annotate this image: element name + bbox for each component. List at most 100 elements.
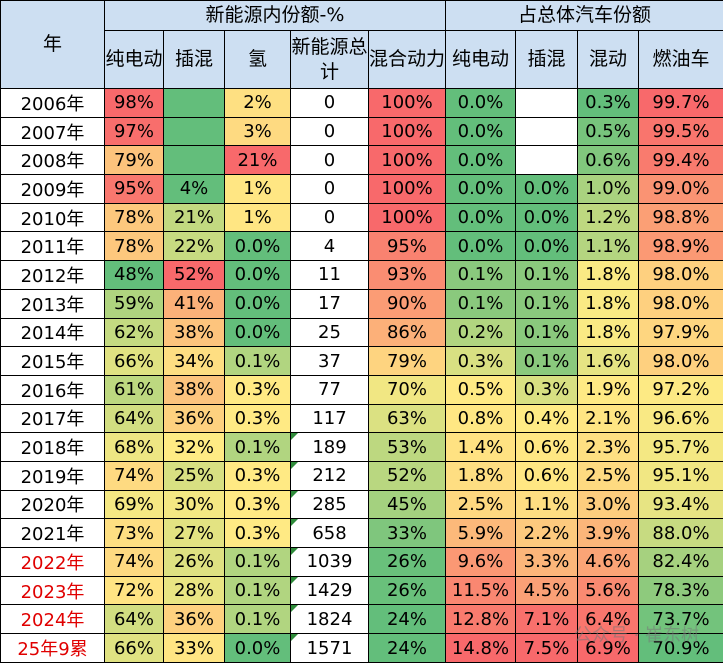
value-cell: 11.5% xyxy=(445,575,516,606)
value-cell: 34% xyxy=(163,346,225,376)
watermark: 公众号 · 崔东树 xyxy=(573,625,699,646)
value-cell: 32% xyxy=(163,432,225,462)
value-cell: 0.3% xyxy=(577,88,639,118)
column-header: 氢 xyxy=(224,30,291,89)
year-cell: 2009年 xyxy=(0,174,105,204)
value-cell: 69% xyxy=(104,489,164,520)
value-cell: 98% xyxy=(104,88,164,118)
table-row: 2013年 59% 41% 0.0% 17 90% 0.1% 0.1% 1.8% 98.0% xyxy=(0,288,723,319)
table-row: 2015年 66% 34% 0.1% 37 79% 0.3% 0.1% 1.6% 98.0% xyxy=(0,346,723,376)
value-cell: 74% xyxy=(104,547,164,577)
value-cell: 93% xyxy=(368,260,446,290)
value-cell: 1571 xyxy=(290,633,369,663)
value-cell: 100% xyxy=(368,174,446,204)
value-cell: 100% xyxy=(368,202,446,233)
value-cell: 33% xyxy=(163,633,225,663)
value-cell: 0.0% xyxy=(515,231,578,262)
table-row: 2012年 48% 52% 0.0% 11 93% 0.1% 0.1% 1.8% 98.0% xyxy=(0,260,723,290)
value-cell: 189 xyxy=(290,432,369,462)
value-cell: 78% xyxy=(104,202,164,233)
year-cell: 2020年 xyxy=(0,489,105,520)
table-row: 2008年 79% 21% 0 100% 0.0% 0.6% 99.4% xyxy=(0,145,723,176)
value-cell: 30% xyxy=(163,489,225,520)
value-cell: 98.9% xyxy=(637,231,723,262)
value-cell: 66% xyxy=(104,633,164,663)
value-cell: 0.6% xyxy=(515,460,578,491)
value-cell: 1.6% xyxy=(577,346,639,376)
value-cell: 1.1% xyxy=(515,489,578,520)
value-cell: 73.7% xyxy=(637,604,723,635)
value-cell: 1.9% xyxy=(577,374,639,405)
value-cell: 27% xyxy=(163,518,225,548)
year-cell: 2013年 xyxy=(0,288,105,319)
value-cell: 0 xyxy=(290,174,369,204)
value-cell: 22% xyxy=(163,231,225,262)
value-cell: 0.6% xyxy=(577,145,639,176)
value-cell: 1.8% xyxy=(577,260,639,290)
value-cell: 21% xyxy=(224,145,291,176)
column-header: 纯电动 xyxy=(445,30,516,89)
value-cell: 0.3% xyxy=(445,346,516,376)
value-cell: 26% xyxy=(368,547,446,577)
value-cell: 0.1% xyxy=(515,346,578,376)
value-cell: 61% xyxy=(104,374,164,405)
year-cell: 2023年 xyxy=(0,575,105,606)
value-cell: 78% xyxy=(104,231,164,262)
year-cell: 2015年 xyxy=(0,346,105,376)
value-cell: 100% xyxy=(368,88,446,118)
value-cell: 21% xyxy=(163,202,225,233)
value-cell: 52% xyxy=(368,460,446,491)
value-cell: 25% xyxy=(163,460,225,491)
group-header: 新能源内份额-% xyxy=(104,0,446,31)
year-cell: 2018年 xyxy=(0,432,105,462)
value-cell: 2.2% xyxy=(515,518,578,548)
value-cell: 2.3% xyxy=(577,432,639,462)
value-cell: 285 xyxy=(290,489,369,520)
year-cell: 2011年 xyxy=(0,231,105,262)
value-cell: 73% xyxy=(104,518,164,548)
value-cell: 59% xyxy=(104,288,164,319)
value-cell: 3.9% xyxy=(577,518,639,548)
value-cell: 0.3% xyxy=(224,518,291,548)
value-cell: 0.1% xyxy=(515,288,578,319)
table-row: 2011年 78% 22% 0.0% 4 95% 0.0% 0.0% 1.1% 98.9% xyxy=(0,231,723,262)
value-cell: 4.6% xyxy=(577,547,639,577)
value-cell: 0.0% xyxy=(224,260,291,290)
value-cell: 98.0% xyxy=(637,346,723,376)
group-header: 占总体汽车份额 xyxy=(444,0,723,31)
column-header: 新能源总计 xyxy=(290,30,369,89)
value-cell: 3.0% xyxy=(577,489,639,520)
value-cell: 1429 xyxy=(290,575,369,606)
value-cell: 1.8% xyxy=(577,288,639,319)
value-cell: 12.8% xyxy=(445,604,516,635)
value-cell: 41% xyxy=(163,288,225,319)
value-cell: 0 xyxy=(290,116,369,147)
year-cell: 2008年 xyxy=(0,145,105,176)
value-cell: 4% xyxy=(163,174,225,204)
value-cell: 0.0% xyxy=(445,231,516,262)
value-cell: 0.4% xyxy=(515,403,578,434)
value-cell: 48% xyxy=(104,260,164,290)
value-cell: 0.1% xyxy=(445,288,516,319)
value-cell: 0.0% xyxy=(515,202,578,233)
value-cell: 95% xyxy=(368,231,446,262)
value-cell: 26% xyxy=(368,575,446,606)
value-cell: 25 xyxy=(290,317,369,348)
value-cell: 70.9% xyxy=(637,633,723,663)
value-cell: 0.3% xyxy=(224,489,291,520)
value-cell: 98.0% xyxy=(637,260,723,290)
value-cell: 68% xyxy=(104,432,164,462)
value-cell: 38% xyxy=(163,374,225,405)
value-cell: 0.1% xyxy=(224,432,291,462)
value-cell: 99.5% xyxy=(637,116,723,147)
value-cell: 658 xyxy=(290,518,369,548)
value-cell: 0 xyxy=(290,145,369,176)
table-row: 2017年 64% 36% 0.3% 117 63% 0.8% 0.4% 2.1% 96.6% xyxy=(0,403,723,434)
value-cell: 99.4% xyxy=(637,145,723,176)
value-cell: 64% xyxy=(104,604,164,635)
value-cell: 1.1% xyxy=(577,231,639,262)
column-header: 插混 xyxy=(163,30,225,89)
value-cell: 99.7% xyxy=(637,88,723,118)
